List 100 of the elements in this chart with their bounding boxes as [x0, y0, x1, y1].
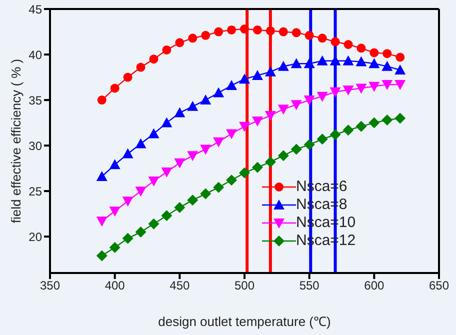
- point: [304, 139, 315, 150]
- point: [278, 104, 289, 115]
- point: [110, 84, 120, 93]
- y-tick-label: 35: [28, 93, 42, 108]
- point: [252, 25, 262, 34]
- x-axis-title: design outlet temperature (℃): [158, 314, 331, 330]
- point: [187, 100, 198, 111]
- x-tick-label: 350: [40, 278, 60, 293]
- point: [356, 84, 367, 94]
- point: [135, 186, 146, 197]
- point: [342, 124, 354, 136]
- point: [290, 58, 302, 68]
- point: [356, 120, 367, 132]
- point: [290, 100, 302, 110]
- point: [96, 250, 108, 262]
- point: [226, 129, 238, 140]
- point: [382, 80, 393, 90]
- point: [200, 94, 212, 105]
- point: [123, 72, 132, 82]
- point: [316, 55, 328, 66]
- point: [109, 242, 120, 254]
- y-tick-label: 25: [28, 184, 42, 198]
- point: [213, 182, 224, 193]
- point: [290, 144, 302, 155]
- point: [188, 34, 198, 43]
- y-tick-label: 40: [28, 48, 42, 62]
- point: [97, 96, 106, 105]
- point: [239, 122, 250, 132]
- point: [330, 37, 340, 46]
- y-tick-label: 30: [28, 138, 42, 153]
- point: [318, 34, 327, 43]
- point: [252, 116, 263, 126]
- point: [161, 210, 172, 222]
- point: [213, 87, 224, 98]
- point: [226, 174, 238, 186]
- point: [330, 87, 341, 98]
- point: [96, 171, 108, 182]
- point: [264, 156, 276, 168]
- point: [356, 44, 366, 53]
- point: [368, 58, 380, 68]
- point: [214, 27, 224, 36]
- point: [148, 176, 160, 187]
- point: [175, 38, 184, 48]
- point: [304, 96, 315, 106]
- point: [148, 128, 160, 138]
- point: [200, 144, 212, 155]
- point: [213, 137, 224, 148]
- point: [266, 26, 275, 36]
- point: [161, 117, 172, 128]
- point: [252, 162, 263, 173]
- point: [370, 48, 379, 58]
- point: [239, 74, 250, 84]
- point: [368, 117, 380, 128]
- point: [135, 226, 146, 238]
- point: [239, 167, 250, 178]
- point: [187, 151, 198, 162]
- point: [96, 216, 108, 227]
- point: [316, 92, 328, 102]
- point: [344, 40, 353, 50]
- point: [278, 150, 289, 162]
- x-tick-label: 550: [299, 278, 320, 293]
- point: [187, 194, 198, 206]
- point: [109, 206, 120, 217]
- point: [304, 58, 315, 68]
- point: [330, 129, 341, 140]
- x-tick-label: 600: [364, 278, 384, 293]
- point: [356, 56, 367, 66]
- point: [174, 158, 186, 168]
- point: [200, 188, 212, 200]
- y-tick-label: 45: [28, 2, 42, 16]
- point: [394, 112, 406, 124]
- point: [148, 218, 160, 230]
- point: [264, 111, 276, 122]
- point: [278, 60, 289, 71]
- point: [226, 80, 238, 90]
- point: [292, 28, 301, 38]
- x-tick-label: 650: [428, 278, 450, 293]
- y-axis-title: field effective efficiency ( % ): [8, 58, 24, 224]
- point: [122, 232, 134, 244]
- point: [201, 30, 210, 40]
- point: [240, 24, 249, 34]
- point: [149, 54, 158, 64]
- point: [342, 86, 354, 96]
- point: [161, 167, 172, 178]
- point: [122, 196, 134, 207]
- point: [135, 138, 146, 148]
- point: [368, 82, 380, 92]
- point: [342, 55, 354, 66]
- point: [227, 25, 236, 34]
- point: [382, 60, 393, 71]
- point: [252, 70, 263, 80]
- x-tick-label: 450: [170, 278, 190, 293]
- point: [136, 62, 146, 72]
- point: [396, 52, 405, 62]
- point: [394, 64, 406, 74]
- point: [316, 134, 328, 145]
- point: [382, 114, 393, 126]
- point: [264, 66, 276, 76]
- y-tick-label: 20: [28, 230, 42, 244]
- point: [162, 45, 172, 54]
